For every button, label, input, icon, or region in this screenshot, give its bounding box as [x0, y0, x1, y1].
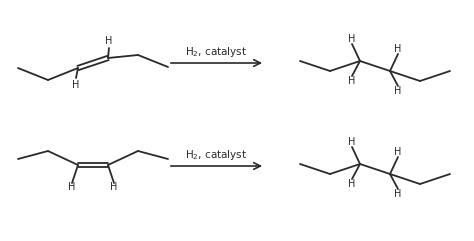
Text: H: H — [348, 137, 356, 147]
Text: H$_2$, catalyst: H$_2$, catalyst — [185, 148, 247, 162]
Text: H: H — [394, 189, 401, 199]
Text: H: H — [394, 147, 401, 157]
Text: H: H — [394, 44, 401, 54]
Text: H: H — [73, 80, 80, 90]
Text: H: H — [348, 179, 356, 189]
Text: H: H — [394, 86, 401, 96]
Text: H: H — [68, 182, 76, 192]
Text: H$_2$, catalyst: H$_2$, catalyst — [185, 45, 247, 59]
Text: H: H — [348, 76, 356, 86]
Text: H: H — [110, 182, 118, 192]
Text: H: H — [348, 34, 356, 44]
Text: H: H — [105, 36, 113, 46]
